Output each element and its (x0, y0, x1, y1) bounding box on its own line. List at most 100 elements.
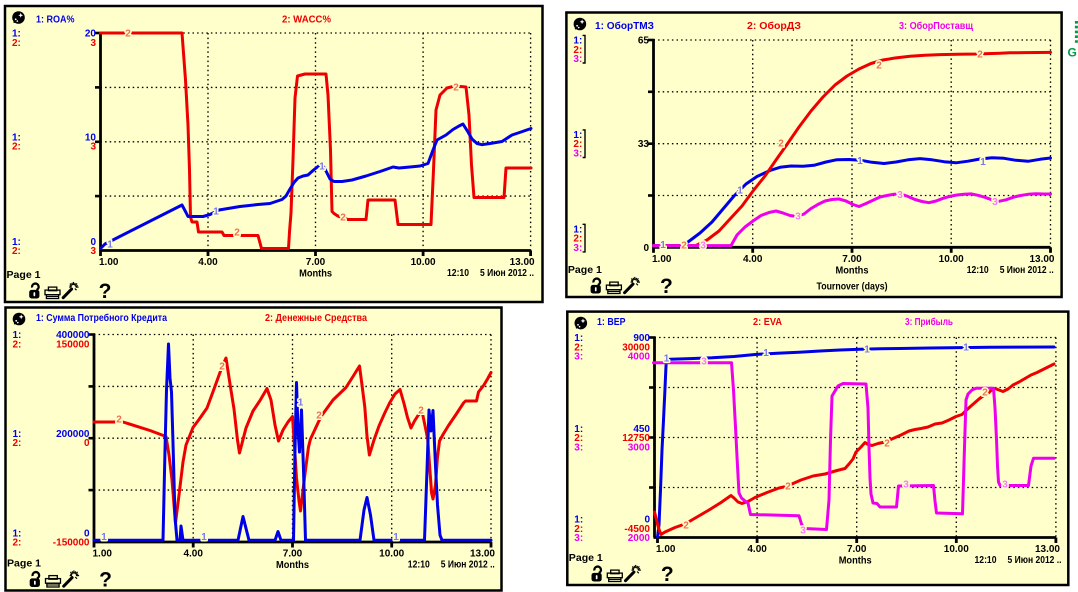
svg-text:5 Июн 2012 ..: 5 Июн 2012 .. (1000, 265, 1054, 276)
svg-text:4.00: 4.00 (183, 549, 203, 560)
svg-text:4000: 4000 (628, 352, 651, 363)
svg-text:4.00: 4.00 (198, 257, 218, 268)
svg-text:2: 2 (316, 411, 322, 422)
svg-text:2: 2 (884, 439, 890, 450)
svg-text:2: WACC%: 2: WACC% (282, 15, 331, 26)
svg-text:1:: 1: (574, 424, 583, 435)
svg-text:3: 3 (800, 526, 806, 537)
svg-text:1: 1 (319, 162, 325, 173)
svg-text:13.00: 13.00 (470, 549, 495, 560)
svg-text:2:: 2: (12, 142, 21, 153)
svg-text:1: 1 (201, 532, 207, 543)
svg-text:2: 2 (219, 362, 225, 373)
svg-text:0: 0 (90, 237, 96, 248)
svg-text:1.00: 1.00 (652, 254, 672, 265)
svg-text:1:: 1: (574, 515, 583, 526)
svg-text:1: BEP: 1: BEP (597, 317, 626, 328)
svg-text:2:: 2: (573, 234, 582, 245)
svg-text:10: 10 (85, 132, 97, 143)
svg-text:3: ОборПоставщ: 3: ОборПоставщ (899, 20, 973, 32)
svg-text:3:: 3: (574, 352, 583, 363)
svg-text:Months: Months (836, 265, 869, 276)
svg-text:Page 1: Page 1 (7, 269, 41, 281)
svg-text:12:10: 12:10 (975, 555, 997, 566)
svg-text:1: 1 (664, 354, 670, 365)
svg-text:Months: Months (276, 560, 309, 571)
svg-text:2:: 2: (574, 342, 583, 353)
svg-text:3: Прибыль: 3: Прибыль (905, 316, 953, 328)
svg-text:0: 0 (644, 515, 650, 526)
svg-text:1: 1 (857, 156, 863, 167)
svg-text:1.00: 1.00 (656, 544, 676, 555)
svg-text:Months: Months (839, 556, 872, 567)
svg-text:2:: 2: (574, 433, 583, 444)
svg-text:2: EVA: 2: EVA (753, 317, 782, 328)
svg-text:Page 1: Page 1 (568, 264, 602, 276)
svg-text:Months: Months (299, 269, 332, 280)
svg-text:2000: 2000 (628, 533, 651, 544)
svg-text:7.00: 7.00 (842, 254, 862, 265)
svg-text:Page 1: Page 1 (569, 552, 603, 564)
svg-text:4.00: 4.00 (743, 254, 763, 265)
svg-text:3:: 3: (574, 442, 583, 453)
svg-text:2: Денежные Средства: 2: Денежные Средства (265, 313, 367, 324)
svg-text:2: 2 (418, 406, 424, 417)
svg-text:0: 0 (643, 243, 649, 254)
svg-text:?: ? (661, 563, 674, 586)
svg-text:2:: 2: (12, 38, 21, 49)
svg-text:-150000: -150000 (53, 538, 90, 549)
svg-text:20: 20 (85, 29, 97, 40)
svg-text:1: ROA%: 1: ROA% (36, 15, 75, 26)
svg-text:7.00: 7.00 (306, 257, 326, 268)
svg-text:2: ОборДЗ: 2: ОборДЗ (747, 20, 801, 32)
svg-text:1: 1 (963, 343, 969, 354)
svg-text:2: 2 (681, 241, 687, 252)
svg-text:2: 2 (785, 482, 791, 493)
svg-text:10.00: 10.00 (939, 254, 964, 265)
svg-text:12:10: 12:10 (967, 265, 989, 276)
svg-text:3: 3 (795, 212, 801, 223)
svg-text:?: ? (99, 280, 112, 303)
svg-text:1:: 1: (12, 132, 21, 143)
svg-text:2:: 2: (573, 139, 582, 150)
svg-text:1:: 1: (13, 429, 22, 440)
svg-text:?: ? (99, 569, 112, 592)
svg-text:1:: 1: (573, 225, 582, 236)
svg-text:1.00: 1.00 (93, 549, 113, 560)
svg-text:3: 3 (700, 241, 706, 252)
svg-text:3: 3 (1002, 480, 1008, 491)
svg-text:1: 1 (101, 532, 107, 543)
svg-text:1: 1 (864, 345, 870, 356)
svg-text:1: 1 (107, 240, 113, 251)
svg-text:200000: 200000 (56, 429, 90, 440)
svg-text:1: 1 (393, 532, 399, 543)
svg-text:3:: 3: (573, 149, 582, 160)
svg-text:13.00: 13.00 (1029, 254, 1054, 265)
svg-text:33: 33 (638, 139, 650, 150)
svg-text:2:: 2: (13, 538, 22, 549)
svg-text:5 Июн 2012 ..: 5 Июн 2012 .. (441, 560, 495, 571)
svg-text:2:: 2: (12, 246, 21, 257)
svg-text:2:: 2: (573, 45, 582, 56)
svg-text:1:: 1: (12, 237, 21, 248)
svg-text:1:: 1: (573, 130, 582, 141)
svg-text:Page 1: Page 1 (7, 558, 41, 570)
svg-text:3000: 3000 (628, 442, 651, 453)
svg-text:2: 2 (876, 61, 882, 72)
svg-text:1:: 1: (573, 36, 582, 47)
svg-text:1: 1 (763, 348, 769, 359)
svg-text:5 Июн 2012 ..: 5 Июн 2012 .. (480, 268, 534, 279)
svg-text:0: 0 (84, 528, 90, 539)
svg-text:G: G (1068, 46, 1077, 60)
svg-text:-4500: -4500 (624, 524, 650, 535)
svg-text:3: 3 (90, 246, 96, 257)
svg-text:450: 450 (633, 424, 650, 435)
svg-text:150000: 150000 (56, 339, 90, 350)
svg-text:1:: 1: (13, 528, 22, 539)
svg-text:3: 3 (701, 357, 707, 368)
svg-text:1: 1 (213, 207, 219, 218)
svg-text:13.00: 13.00 (510, 257, 535, 268)
svg-text:3:: 3: (573, 54, 582, 65)
svg-text:2: 2 (982, 388, 988, 399)
svg-text:1:: 1: (13, 330, 22, 341)
